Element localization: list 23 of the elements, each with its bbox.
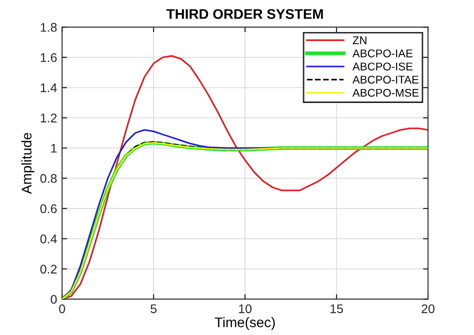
legend-label: ABCPO-MSE bbox=[352, 88, 419, 97]
y-tick-label: 0 bbox=[50, 294, 57, 304]
x-axis-title: Time(sec) bbox=[214, 317, 275, 330]
y-tick-label: 0.4 bbox=[40, 234, 57, 244]
y-tick-label: 1.6 bbox=[40, 53, 57, 62]
x-tick-label: 10 bbox=[239, 304, 252, 314]
legend-label: ABCPO-ISE bbox=[352, 62, 412, 70]
y-tick-label: 1.4 bbox=[40, 84, 57, 92]
x-tick-label: 0 bbox=[59, 304, 66, 314]
y-tick-label: 0.6 bbox=[40, 204, 57, 214]
x-tick-label: 15 bbox=[330, 304, 343, 314]
legend-label: ABCPO-ITAE bbox=[352, 76, 418, 84]
x-tick-label: 5 bbox=[150, 304, 157, 314]
y-axis-title: Amplitude bbox=[21, 132, 34, 194]
y-tick-label: 1 bbox=[51, 144, 57, 153]
y-tick-label: 1.2 bbox=[40, 114, 57, 122]
legend-label: ZN bbox=[352, 36, 366, 44]
y-tick-label: 0.2 bbox=[40, 264, 57, 274]
chart-title: THIRD ORDER SYSTEM bbox=[166, 9, 323, 19]
y-tick-label: 1.8 bbox=[40, 22, 57, 32]
y-tick-label: 0.8 bbox=[40, 174, 57, 183]
x-tick-label: 20 bbox=[422, 304, 434, 314]
legend-label: ABCPO-IAE bbox=[352, 49, 412, 58]
